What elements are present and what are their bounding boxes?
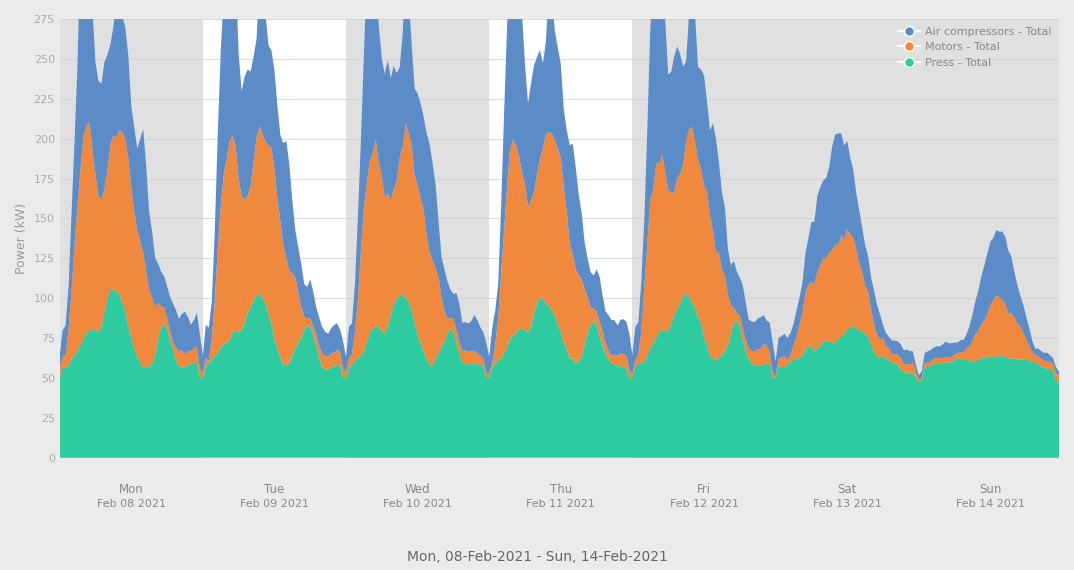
Text: Mon, 08-Feb-2021 - Sun, 14-Feb-2021: Mon, 08-Feb-2021 - Sun, 14-Feb-2021 xyxy=(407,550,667,564)
Text: Feb 14 2021: Feb 14 2021 xyxy=(956,499,1025,510)
Text: Feb 08 2021: Feb 08 2021 xyxy=(97,499,165,510)
Text: Feb 09 2021: Feb 09 2021 xyxy=(240,499,309,510)
Bar xyxy=(918,19,1062,458)
Text: Tue: Tue xyxy=(264,483,285,496)
Legend: Air compressors - Total, Motors - Total, Press - Total: Air compressors - Total, Motors - Total,… xyxy=(894,22,1056,72)
Text: Thu: Thu xyxy=(550,483,572,496)
Text: Feb 12 2021: Feb 12 2021 xyxy=(669,499,739,510)
Text: Mon: Mon xyxy=(119,483,144,496)
Bar xyxy=(60,19,203,458)
Bar xyxy=(346,19,490,458)
Text: Sun: Sun xyxy=(979,483,1002,496)
Bar xyxy=(775,19,918,458)
Bar xyxy=(203,19,346,458)
Bar xyxy=(490,19,633,458)
Bar xyxy=(633,19,775,458)
Text: Feb 11 2021: Feb 11 2021 xyxy=(526,499,595,510)
Y-axis label: Power (kW): Power (kW) xyxy=(15,203,28,274)
Text: Sat: Sat xyxy=(838,483,857,496)
Text: Feb 13 2021: Feb 13 2021 xyxy=(813,499,882,510)
Text: Feb 10 2021: Feb 10 2021 xyxy=(383,499,452,510)
Text: Wed: Wed xyxy=(405,483,431,496)
Text: Fri: Fri xyxy=(697,483,711,496)
